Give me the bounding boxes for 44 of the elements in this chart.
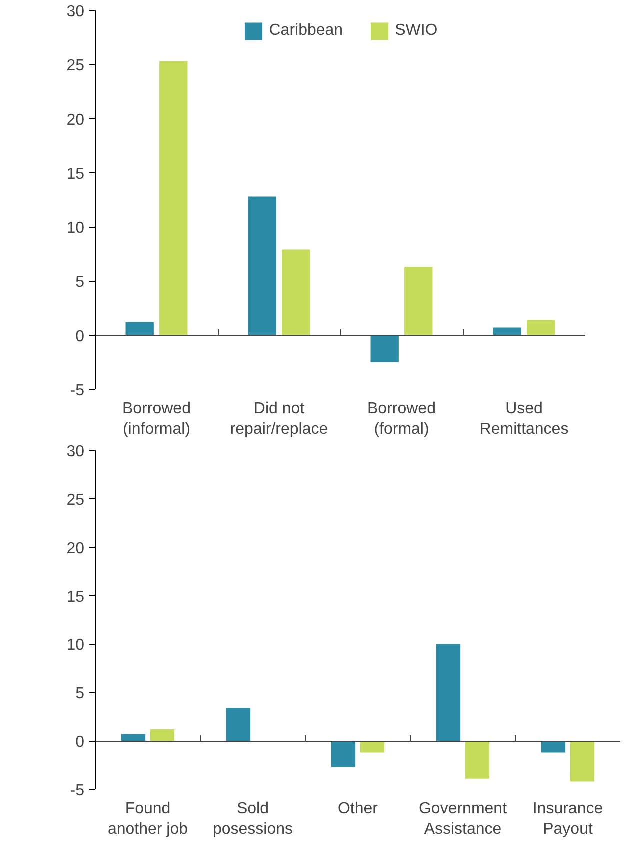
bar bbox=[126, 322, 154, 336]
bar bbox=[160, 61, 188, 336]
y-tick-label: -5 bbox=[70, 782, 85, 800]
x-tick-label: Borrowed (informal) bbox=[122, 400, 191, 438]
bar bbox=[404, 267, 433, 336]
y-tick-label: 0 bbox=[76, 734, 85, 752]
bar bbox=[527, 320, 556, 336]
y-tick-label: 10 bbox=[66, 220, 85, 238]
y-tick-label: 0 bbox=[76, 328, 85, 346]
bar bbox=[541, 741, 566, 753]
y-tick-label: -5 bbox=[70, 382, 85, 400]
x-tick-label: Other bbox=[338, 800, 379, 818]
y-tick-label: 25 bbox=[66, 492, 85, 509]
bar bbox=[436, 644, 461, 742]
legend-label: Caribbean bbox=[269, 22, 344, 40]
y-tick-label: 30 bbox=[66, 4, 85, 20]
bar bbox=[331, 741, 356, 768]
y-tick-label: 15 bbox=[66, 588, 85, 606]
bar bbox=[493, 328, 522, 336]
y-tick-label: 25 bbox=[66, 58, 85, 75]
x-tick-label: Borrowed (formal) bbox=[368, 400, 436, 438]
bar bbox=[226, 708, 251, 742]
x-tick-label: Sold posessions bbox=[212, 800, 294, 838]
y-tick-label: 30 bbox=[66, 444, 85, 460]
y-tick-label: 15 bbox=[66, 166, 85, 183]
bar bbox=[150, 729, 175, 742]
bar bbox=[121, 734, 146, 742]
bar bbox=[248, 196, 276, 336]
x-tick-label: Found another job bbox=[108, 800, 188, 838]
bar bbox=[282, 250, 310, 336]
x-tick-label: Used Remittances bbox=[480, 400, 569, 438]
x-tick-label: Government Assistance bbox=[418, 800, 508, 838]
bar bbox=[570, 741, 595, 782]
bar bbox=[465, 741, 490, 779]
x-tick-label: Did not repair/replace bbox=[230, 400, 328, 438]
x-tick-label: Insurance Payout bbox=[532, 800, 604, 838]
y-tick-label: 20 bbox=[66, 540, 85, 558]
y-tick-label: 5 bbox=[76, 686, 85, 703]
legend-label: SWIO bbox=[395, 22, 438, 40]
bar bbox=[370, 335, 399, 362]
y-tick-label: 5 bbox=[76, 274, 85, 292]
y-tick-label: 10 bbox=[66, 637, 85, 654]
bar bbox=[360, 741, 385, 753]
y-tick-label: 20 bbox=[66, 112, 85, 129]
